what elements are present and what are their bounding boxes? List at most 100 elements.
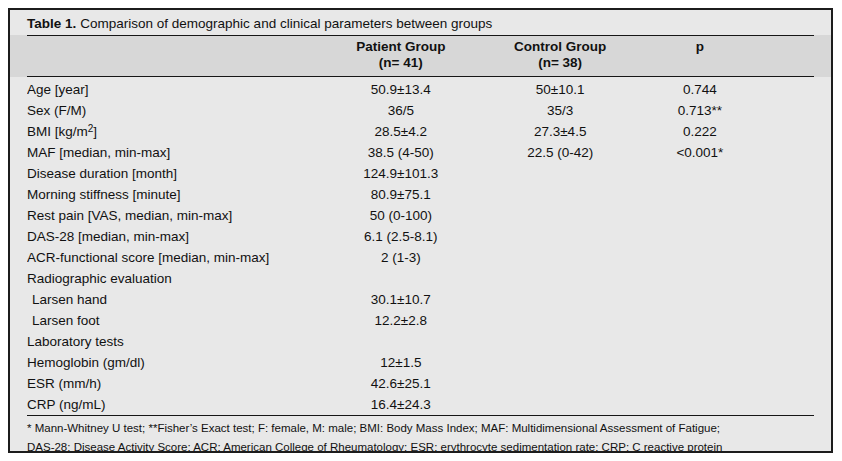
cell-control-value	[476, 373, 645, 394]
row-spacer-cell	[755, 142, 814, 163]
header-spacer-cell	[755, 39, 814, 71]
cell-patient-value: 50 (0-100)	[326, 205, 476, 226]
row-spacer-cell	[755, 184, 814, 205]
column-header-patient-group: Patient Group (n= 41)	[326, 39, 476, 71]
cell-control-value	[476, 331, 645, 352]
table-row: Larsen foot12.2±2.8	[27, 310, 814, 331]
footnote-line-2: DAS-28: Disease Activity Score; ACR: Ame…	[27, 438, 814, 454]
row-label: Larsen foot	[27, 310, 326, 331]
cell-control-value: 50±10.1	[476, 79, 645, 100]
row-spacer-cell	[755, 163, 814, 184]
cell-control-value	[476, 247, 645, 268]
table-row: Rest pain [VAS, median, min-max]50 (0-10…	[27, 205, 814, 226]
cell-patient-value: 12±1.5	[326, 352, 476, 373]
cell-p-value: 0.222	[645, 121, 755, 142]
cell-control-value	[476, 268, 645, 289]
row-spacer-cell	[755, 373, 814, 394]
cell-p-value	[645, 394, 755, 415]
cell-control-value	[476, 394, 645, 415]
cell-control-value: 22.5 (0-42)	[476, 142, 645, 163]
column-title: Control Group	[476, 39, 645, 55]
row-spacer-cell	[755, 100, 814, 121]
label-text: BMI [kg/m	[27, 124, 88, 139]
table-row: BMI [kg/m2]28.5±4.227.3±4.50.222	[27, 121, 814, 142]
cell-patient-value: 6.1 (2.5-8.1)	[326, 226, 476, 247]
row-label: Sex (F/M)	[27, 100, 326, 121]
cell-control-value	[476, 205, 645, 226]
row-spacer-cell	[755, 268, 814, 289]
row-spacer-cell	[755, 394, 814, 415]
cell-p-value: 0.744	[645, 79, 755, 100]
header-spacer-cell	[27, 39, 326, 71]
column-header-control-group: Control Group (n= 38)	[476, 39, 645, 71]
cell-patient-value: 124.9±101.3	[326, 163, 476, 184]
cell-p-value	[645, 184, 755, 205]
cell-p-value	[645, 268, 755, 289]
cell-patient-value: 16.4±24.3	[326, 394, 476, 415]
table-title: Table 1. Comparison of demographic and cl…	[10, 10, 831, 35]
cell-patient-value: 30.1±10.7	[326, 289, 476, 310]
cell-control-value: 35/3	[476, 100, 645, 121]
table-row: ACR-functional score [median, min-max]2 …	[27, 247, 814, 268]
row-label: Radiographic evaluation	[27, 268, 326, 289]
row-label: Laboratory tests	[27, 331, 326, 352]
table-footnotes: * Mann-Whitney U test; **Fisher’s Exact …	[27, 415, 814, 453]
column-title: p	[645, 39, 755, 55]
cell-patient-value: 12.2±2.8	[326, 310, 476, 331]
cell-p-value: <0.001*	[645, 142, 755, 163]
cell-p-value: 0.713**	[645, 100, 755, 121]
table-row: Disease duration [month]124.9±101.3	[27, 163, 814, 184]
row-spacer-cell	[755, 289, 814, 310]
cell-p-value	[645, 352, 755, 373]
cell-p-value	[645, 331, 755, 352]
row-spacer-cell	[755, 121, 814, 142]
cell-control-value	[476, 226, 645, 247]
cell-p-value	[645, 310, 755, 331]
cell-p-value	[645, 247, 755, 268]
row-label: ESR (mm/h)	[27, 373, 326, 394]
table-caption: Comparison of demographic and clinical p…	[80, 16, 492, 31]
cell-patient-value: 38.5 (4-50)	[326, 142, 476, 163]
cell-control-value	[476, 352, 645, 373]
cell-patient-value: 2 (1-3)	[326, 247, 476, 268]
cell-p-value	[645, 226, 755, 247]
row-label: CRP (ng/mL)	[27, 394, 326, 415]
label-superscript: 2	[88, 123, 94, 134]
table-row: MAF [median, min-max]38.5 (4-50)22.5 (0-…	[27, 142, 814, 163]
table-row: Larsen hand30.1±10.7	[27, 289, 814, 310]
row-spacer-cell	[755, 352, 814, 373]
row-spacer-cell	[755, 247, 814, 268]
row-label: ACR-functional score [median, min-max]	[27, 247, 326, 268]
column-header-p: p	[645, 39, 755, 71]
row-label: Age [year]	[27, 79, 326, 100]
column-title: Patient Group	[326, 39, 476, 55]
table-row: Hemoglobin (gm/dl)12±1.5	[27, 352, 814, 373]
cell-p-value	[645, 373, 755, 394]
table-row: Age [year]50.9±13.450±10.10.744	[27, 79, 814, 100]
row-label: BMI [kg/m2]	[27, 121, 326, 142]
table-number: Table 1.	[27, 16, 76, 31]
footnote-line-1: * Mann-Whitney U test; **Fisher’s Exact …	[27, 419, 814, 438]
cell-patient-value: 80.9±75.1	[326, 184, 476, 205]
cell-p-value	[645, 163, 755, 184]
table-body: Age [year]50.9±13.450±10.10.744Sex (F/M)…	[27, 77, 814, 415]
cell-control-value	[476, 184, 645, 205]
row-spacer-cell	[755, 79, 814, 100]
cell-patient-value: 42.6±25.1	[326, 373, 476, 394]
row-label: MAF [median, min-max]	[27, 142, 326, 163]
cell-patient-value	[326, 268, 476, 289]
row-label: Larsen hand	[27, 289, 326, 310]
table1-container: Table 1. Comparison of demographic and cl…	[8, 8, 833, 453]
row-label: DAS-28 [median, min-max]	[27, 226, 326, 247]
cell-control-value	[476, 289, 645, 310]
row-label: Disease duration [month]	[27, 163, 326, 184]
cell-patient-value: 36/5	[326, 100, 476, 121]
row-spacer-cell	[755, 310, 814, 331]
column-subtitle: (n= 41)	[326, 55, 476, 71]
row-spacer-cell	[755, 226, 814, 247]
column-header-band: Patient Group (n= 41) Control Group (n= …	[10, 35, 831, 77]
table-row: CRP (ng/mL)16.4±24.3	[27, 394, 814, 415]
column-header-row: Patient Group (n= 41) Control Group (n= …	[27, 35, 814, 77]
row-label: Rest pain [VAS, median, min-max]	[27, 205, 326, 226]
cell-control-value	[476, 310, 645, 331]
